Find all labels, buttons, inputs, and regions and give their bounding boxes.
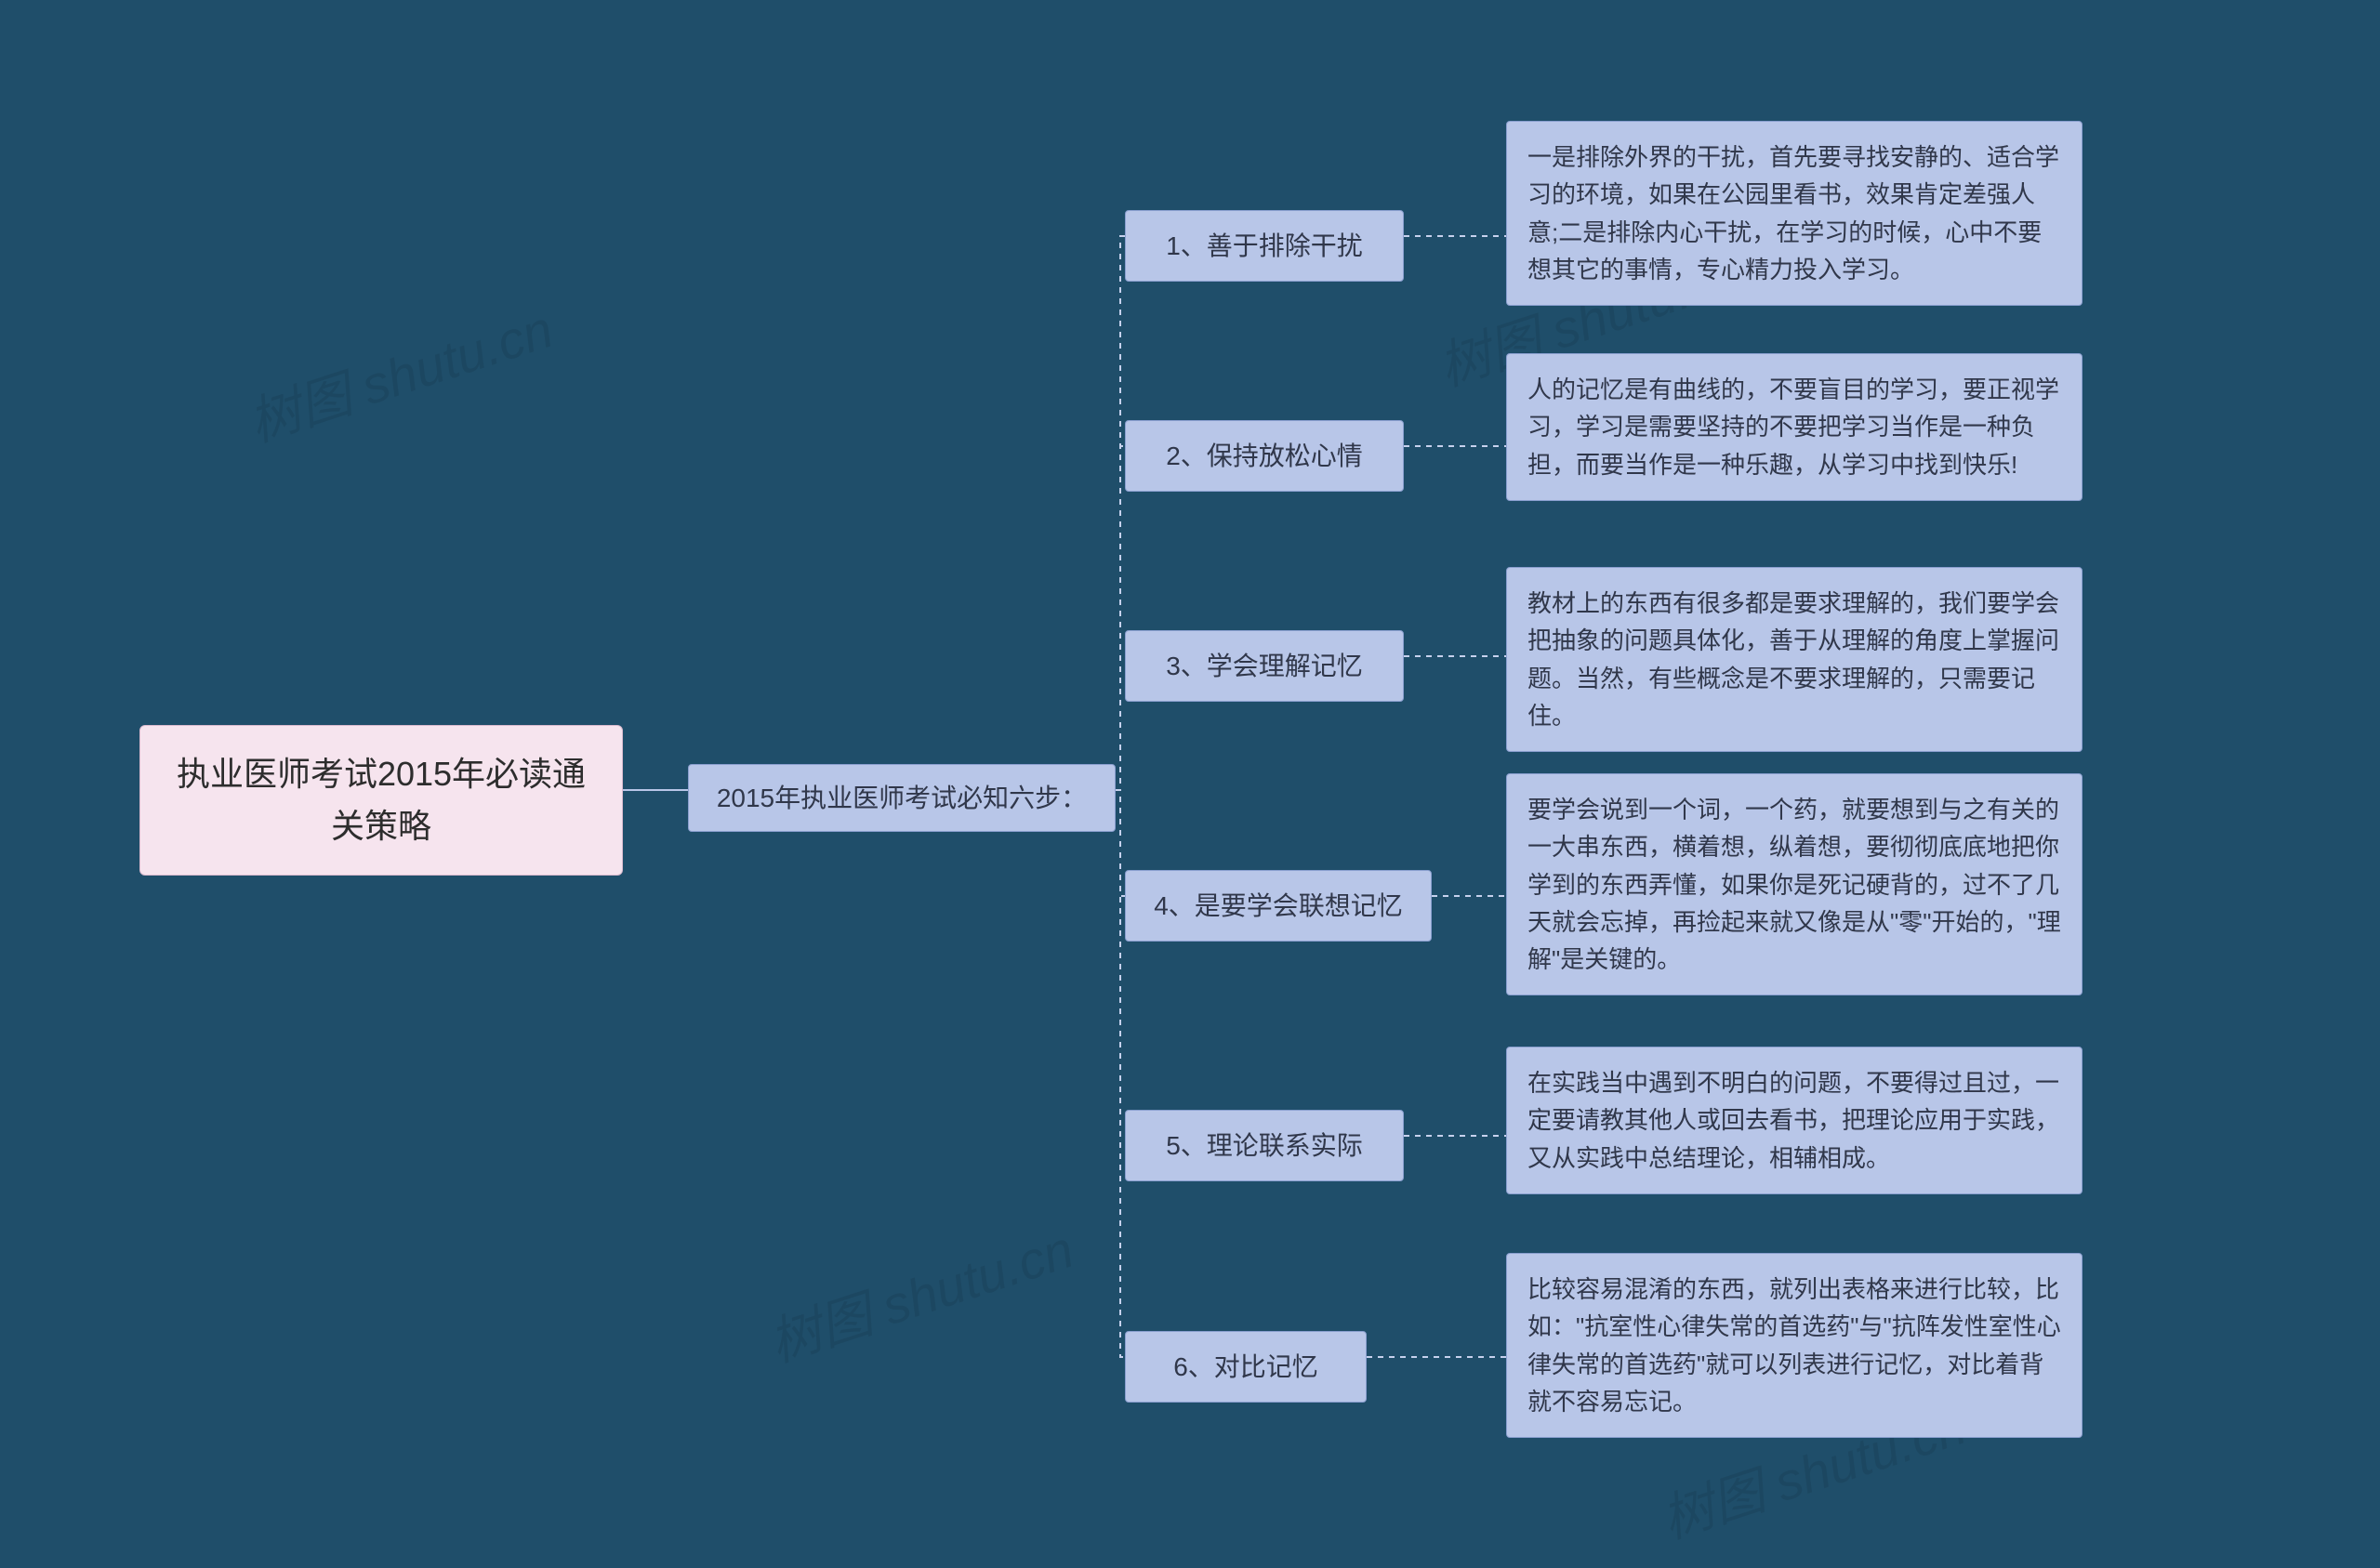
mindmap-detail-2: 人的记忆是有曲线的，不要盲目的学习，要正视学习，学习是需要坚持的不要把学习当作是… [1506, 353, 2082, 501]
mindmap-detail-1: 一是排除外界的干扰，首先要寻找安静的、适合学习的环境，如果在公园里看书，效果肯定… [1506, 121, 2082, 306]
mindmap-root[interactable]: 执业医师考试2015年必读通关策略 [139, 725, 623, 876]
mindmap-leaf-5[interactable]: 5、理论联系实际 [1125, 1110, 1404, 1181]
watermark: 树图 shutu.cn [759, 1208, 1082, 1377]
mindmap-detail-5: 在实践当中遇到不明白的问题，不要得过且过，一定要请教其他人或回去看书，把理论应用… [1506, 1047, 2082, 1194]
mindmap-leaf-1[interactable]: 1、善于排除干扰 [1125, 210, 1404, 282]
mindmap-leaf-3[interactable]: 3、学会理解记忆 [1125, 630, 1404, 702]
mindmap-mid[interactable]: 2015年执业医师考试必知六步： [688, 764, 1116, 832]
mindmap-detail-3: 教材上的东西有很多都是要求理解的，我们要学会把抽象的问题具体化，善于从理解的角度… [1506, 567, 2082, 752]
mindmap-detail-4: 要学会说到一个词，一个药，就要想到与之有关的一大串东西，横着想，纵着想，要彻彻底… [1506, 773, 2082, 995]
mindmap-leaf-4[interactable]: 4、是要学会联想记忆 [1125, 870, 1432, 942]
mindmap-detail-6: 比较容易混淆的东西，就列出表格来进行比较，比如："抗室性心律失常的首选药"与"抗… [1506, 1253, 2082, 1438]
mindmap-leaf-6[interactable]: 6、对比记忆 [1125, 1331, 1367, 1403]
watermark: 树图 shutu.cn [238, 288, 562, 457]
mindmap-leaf-2[interactable]: 2、保持放松心情 [1125, 420, 1404, 492]
